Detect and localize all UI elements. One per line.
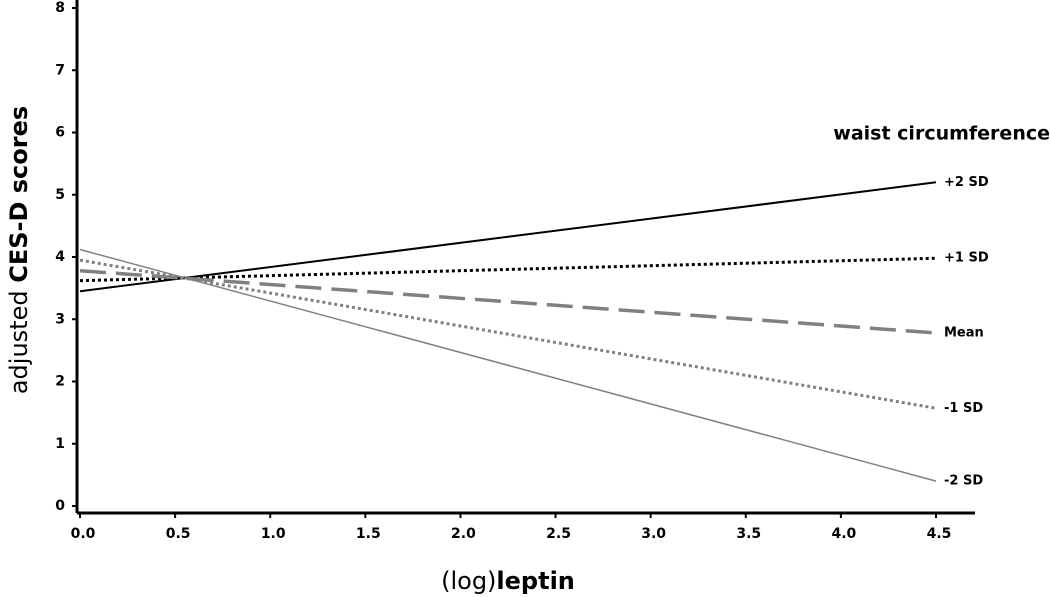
y-label-part: adjusted — [5, 290, 33, 394]
x-label-part: (log) — [441, 567, 496, 595]
series-label: -2 SD — [944, 474, 983, 489]
y-tick-label: 7 — [55, 62, 65, 78]
y-tick-label: 1 — [55, 436, 65, 452]
x-tick-label: 4.0 — [831, 526, 856, 542]
y-tick-label: 6 — [55, 125, 65, 141]
series-label: +2 SD — [944, 175, 989, 190]
x-label-bold: leptin — [496, 567, 574, 595]
x-tick-label: 2.0 — [451, 526, 476, 542]
x-tick-label: 1.5 — [356, 526, 381, 542]
series-label: Mean — [944, 325, 984, 340]
y-label-bold: CES-D scores — [5, 106, 33, 283]
y-tick-label: 3 — [55, 311, 65, 327]
series-line — [79, 181, 937, 293]
y-tick-label: 5 — [55, 187, 65, 203]
y-tick-label: 0 — [55, 498, 65, 514]
legend-title: waist circumference — [833, 123, 1050, 145]
series-line — [79, 248, 937, 482]
series-line — [79, 268, 937, 335]
x-tick-label: 1.0 — [261, 526, 286, 542]
x-tick-label: 4.5 — [927, 526, 952, 542]
x-tick-label: 0.0 — [71, 526, 96, 542]
x-axis-label: (log)leptin — [441, 567, 575, 595]
series-label: -1 SD — [944, 401, 983, 416]
x-tick-label: 2.5 — [546, 526, 571, 542]
series-line — [79, 258, 937, 410]
x-tick-label: 0.5 — [166, 526, 191, 542]
y-axis-label: adjusted CES-D scores — [5, 106, 33, 394]
x-tick-label: 3.0 — [641, 526, 666, 542]
series-label: +1 SD — [944, 251, 989, 266]
y-tick-label: 2 — [55, 374, 65, 390]
x-tick-label: 3.5 — [736, 526, 761, 542]
y-tick-label: 4 — [55, 249, 65, 265]
series-line — [79, 256, 937, 283]
y-tick-label: 8 — [55, 0, 65, 16]
